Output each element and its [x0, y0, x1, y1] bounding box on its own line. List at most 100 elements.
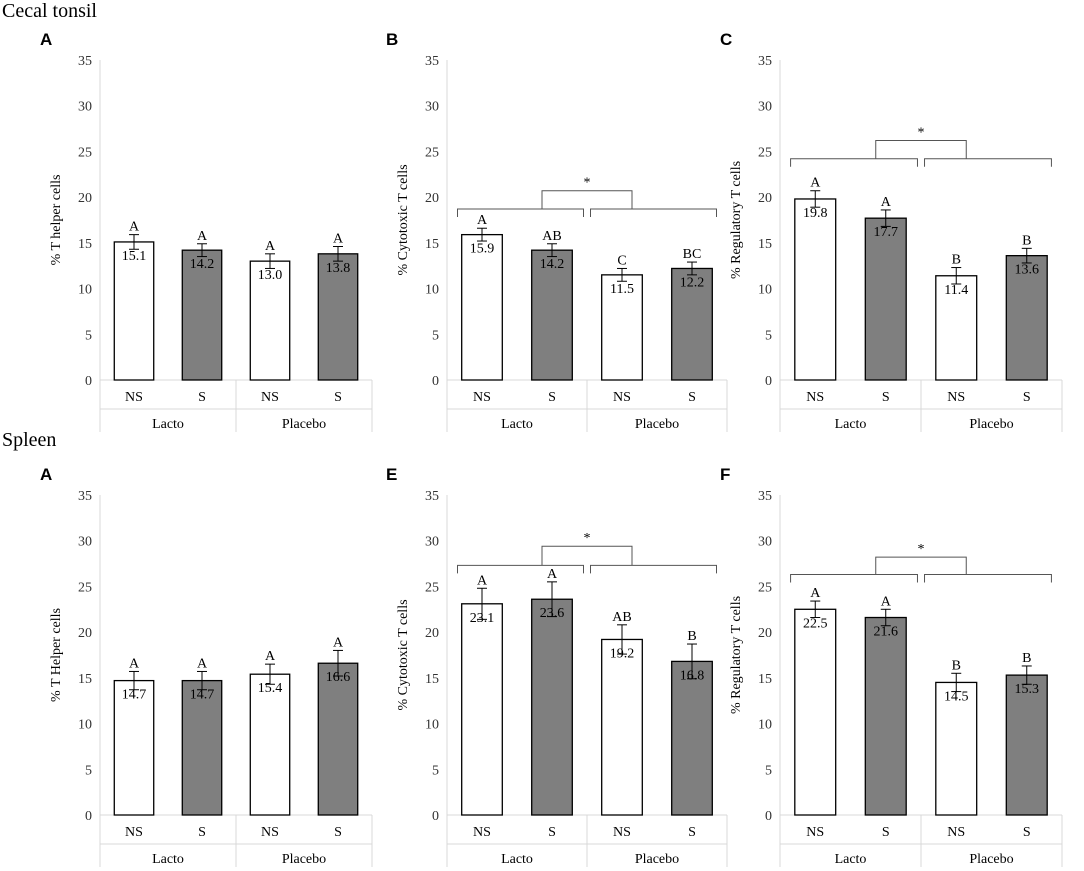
panel-2-y-tick-label-0: 0 — [765, 374, 772, 389]
panel-1-letter-label-1: AB — [542, 229, 561, 244]
panel-4-group-label-0: Lacto — [501, 852, 533, 867]
panel-0-y-tick-label-4: 20 — [78, 191, 92, 206]
panel-5-y-tick-label-4: 20 — [758, 626, 772, 641]
panel-2-y-tick-label-7: 35 — [758, 54, 772, 69]
panel-5-x-tick-label-2: NS — [947, 825, 965, 840]
panel-5-letter-label-1: A — [881, 594, 892, 609]
panel-0-group-label-1: Placebo — [282, 417, 326, 432]
panel-4-x-tick-label-3: S — [688, 825, 696, 840]
panel-0-value-label-2: 13.0 — [258, 268, 283, 283]
panel-3-group-label-0: Lacto — [152, 852, 184, 867]
panel-0-value-label-3: 13.8 — [326, 261, 351, 276]
panel-5-bracket-lacto — [790, 574, 918, 583]
panel-0-letter-label-2: A — [265, 239, 276, 254]
panel-3-bar-0 — [113, 679, 155, 816]
panel-5-value-label-0: 22.5 — [803, 616, 828, 631]
panel-4-bar-1 — [531, 598, 573, 816]
panel-5-bar-2 — [935, 681, 978, 816]
panel-2-letter-label-1: A — [881, 195, 892, 210]
panel-5-bracket-between — [875, 556, 967, 575]
panel-2-value-label-1: 17.7 — [874, 225, 899, 240]
panel-2-y-tick-label-3: 15 — [758, 237, 772, 252]
panel-4-value-label-1: 23.6 — [540, 606, 565, 621]
panel-2-value-label-3: 13.6 — [1015, 263, 1040, 278]
panel-5-group-label-1: Placebo — [969, 852, 1013, 867]
panel-3-y-tick-label-2: 10 — [78, 718, 92, 733]
panel-3-value-label-1: 14.7 — [190, 688, 215, 703]
panel-1-y-tick-label-6: 30 — [425, 100, 439, 115]
panel-0-y-tick-label-6: 30 — [78, 100, 92, 115]
panel-2-bar-1 — [864, 217, 907, 381]
panel-3-x-tick-label-3: S — [334, 825, 342, 840]
panel-1-y-tick-label-4: 20 — [425, 191, 439, 206]
panel-0-y-tick-label-2: 10 — [78, 283, 92, 298]
panel-4-bar-3 — [671, 660, 713, 816]
panel-5-value-label-2: 14.5 — [944, 689, 969, 704]
panel-3-letter-label-1: A — [197, 656, 208, 671]
panel-1-x-tick-label-2: NS — [613, 390, 631, 405]
panel-2-letter-label-0: A — [810, 176, 821, 191]
panel-1-bar-1 — [531, 249, 573, 381]
panel-5-letter-label-3: B — [1022, 651, 1031, 666]
panel-5-value-label-3: 15.3 — [1015, 682, 1040, 697]
panel-5-letter-label-2: B — [952, 658, 961, 673]
panel-1-y-tick-label-3: 15 — [425, 237, 439, 252]
panel-1-bar-0 — [461, 233, 503, 381]
panel-0-y-tick-label-5: 25 — [78, 145, 92, 160]
panel-2-x-tick-label-3: S — [1023, 390, 1031, 405]
panel-5-value-label-1: 21.6 — [874, 625, 899, 640]
panel-5-y-tick-label-2: 10 — [758, 718, 772, 733]
panel-3-y-tick-label-4: 20 — [78, 626, 92, 641]
panel-4-letter-label-2: AB — [612, 610, 631, 625]
panel-2-value-label-2: 11.4 — [944, 283, 968, 298]
panel-5-y-tick-label-7: 35 — [758, 489, 772, 504]
panel-5-y-tick-label-3: 15 — [758, 672, 772, 687]
panel-0-y-tick-label-0: 0 — [85, 374, 92, 389]
panel-5-x-tick-label-0: NS — [806, 825, 824, 840]
panel-4-bracket-placebo — [590, 564, 717, 574]
panel-5-y-tick-label-0: 0 — [765, 809, 772, 824]
panel-2-bracket-between — [875, 139, 967, 159]
panel-3-value-label-2: 15.4 — [258, 681, 283, 696]
panel-1-letter-label-2: C — [617, 253, 626, 268]
panel-3-value-label-3: 16.6 — [326, 670, 351, 685]
panel-4-bar-0 — [461, 603, 503, 816]
panel-0-y-tick-label-1: 5 — [85, 328, 92, 343]
panel-1-y-tick-label-1: 5 — [432, 328, 439, 343]
panel-1-bracket-between — [541, 190, 633, 210]
panel-5-y-tick-label-1: 5 — [765, 763, 772, 778]
panel-3-bar-3 — [317, 662, 359, 816]
panel-2-bracket-placebo — [924, 158, 1052, 167]
panel-2-bracket-lacto — [790, 158, 918, 167]
panel-2-y-tick-label-5: 25 — [758, 145, 772, 160]
panel-2-x-tick-label-2: NS — [947, 390, 965, 405]
panel-0-x-tick-label-3: S — [334, 390, 342, 405]
panel-1-value-label-2: 11.5 — [610, 282, 634, 297]
panel-0-x-tick-label-0: NS — [125, 390, 143, 405]
panel-1-bracket-placebo — [590, 208, 717, 218]
panel-4-y-tick-label-6: 30 — [425, 535, 439, 550]
panel-2-letter-label-3: B — [1022, 233, 1031, 248]
panel-4-letter-label-3: B — [687, 629, 696, 644]
panel-5-x-tick-label-1: S — [882, 825, 890, 840]
panel-0-y-label: % T helper cells — [49, 175, 64, 266]
panel-1-bar-3 — [671, 267, 713, 381]
panel-5-y-tick-label-6: 30 — [758, 535, 772, 550]
panel-4-value-label-0: 23.1 — [470, 611, 495, 626]
panel-3-bar-1 — [181, 679, 223, 816]
panel-0-bar-0 — [113, 241, 155, 381]
panel-5-group-label-0: Lacto — [835, 852, 867, 867]
panel-2-x-tick-label-0: NS — [806, 390, 824, 405]
panel-5-y-tick-label-5: 25 — [758, 580, 772, 595]
panel-1-group-label-0: Lacto — [501, 417, 533, 432]
panel-1-x-tick-label-3: S — [688, 390, 696, 405]
panel-1-value-label-1: 14.2 — [540, 257, 565, 272]
panel-4-y-tick-label-1: 5 — [432, 763, 439, 778]
panel-4-bracket-lacto — [457, 564, 584, 574]
panel-2-bar-2 — [935, 275, 978, 381]
panel-0-y-tick-label-7: 35 — [78, 54, 92, 69]
panel-4-y-tick-label-7: 35 — [425, 489, 439, 504]
panel-2-y-tick-label-1: 5 — [765, 328, 772, 343]
panel-1-group-label-1: Placebo — [635, 417, 679, 432]
panel-5-letter-label-0: A — [810, 586, 821, 601]
